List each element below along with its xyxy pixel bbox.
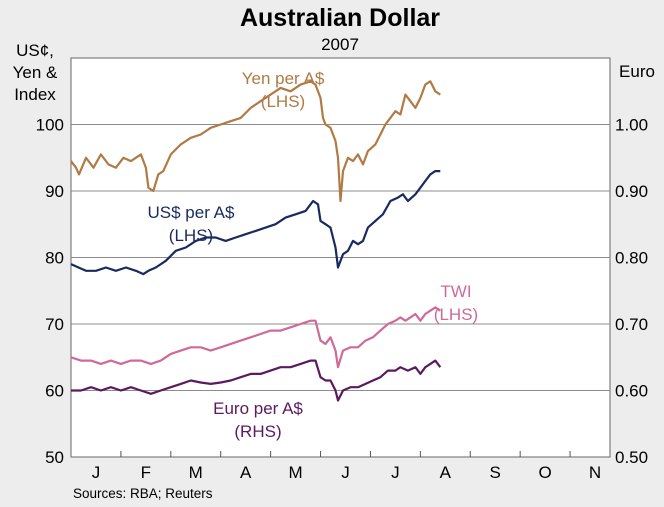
series-label: (RHS) — [234, 422, 281, 441]
left-tick-label: 70 — [45, 315, 64, 334]
month-label: S — [490, 463, 501, 482]
month-label: J — [341, 463, 350, 482]
series-lines — [70, 80, 442, 402]
month-label: M — [189, 463, 203, 482]
series-line-us-per-a — [70, 170, 441, 276]
month-label: O — [539, 463, 552, 482]
series-label: (LHS) — [169, 226, 213, 245]
month-label: N — [589, 463, 601, 482]
series-label: Euro per A$ — [213, 399, 303, 418]
source-note: Sources: RBA; Reuters — [73, 486, 213, 501]
left-tick-label: 60 — [45, 382, 64, 401]
axis-labels: 50 60 70 80 90 100 0.50 0.60 0.70 0.80 0.90 1.00 J F M… — [36, 116, 648, 483]
month-label: A — [240, 463, 252, 482]
series-label: (LHS) — [261, 92, 305, 111]
series-line-euro-per-a — [71, 359, 442, 402]
left-tick-label: 100 — [36, 116, 64, 135]
left-tick-label: 50 — [45, 448, 64, 467]
right-axis-title: Euro — [619, 62, 655, 81]
chart-title: Australian Dollar — [240, 4, 440, 32]
right-tick-label: 0.80 — [615, 249, 648, 268]
right-tick-label: 0.60 — [615, 382, 648, 401]
month-label: J — [92, 463, 101, 482]
left-axis-title-line-3: Index — [14, 85, 56, 104]
series-label: TWI — [440, 282, 471, 301]
month-label: A — [440, 463, 452, 482]
series-label: US$ per A$ — [148, 203, 235, 222]
right-tick-label: 1.00 — [615, 116, 648, 135]
right-tick-label: 0.70 — [615, 315, 648, 334]
right-tick-label: 0.90 — [615, 182, 648, 201]
month-label: M — [288, 463, 302, 482]
left-axis-title-line-2: Yen & — [13, 63, 58, 82]
series-label: (LHS) — [434, 305, 478, 324]
axis-ticks — [120, 451, 571, 457]
series-line-twi — [70, 306, 441, 369]
left-axis-title-line-1: US¢, — [16, 41, 54, 60]
month-label: J — [391, 463, 400, 482]
left-tick-label: 80 — [45, 249, 64, 268]
series-label: Yen per A$ — [242, 69, 325, 88]
month-label: F — [141, 463, 151, 482]
right-tick-label: 0.50 — [615, 448, 648, 467]
chart-subtitle: 2007 — [321, 35, 359, 54]
left-tick-label: 90 — [45, 182, 64, 201]
series-labels: Yen per A$ (LHS) US$ per A$ (LHS) TWI (LHS) Eu… — [148, 69, 479, 441]
series-line-yen-per-a — [70, 80, 441, 203]
